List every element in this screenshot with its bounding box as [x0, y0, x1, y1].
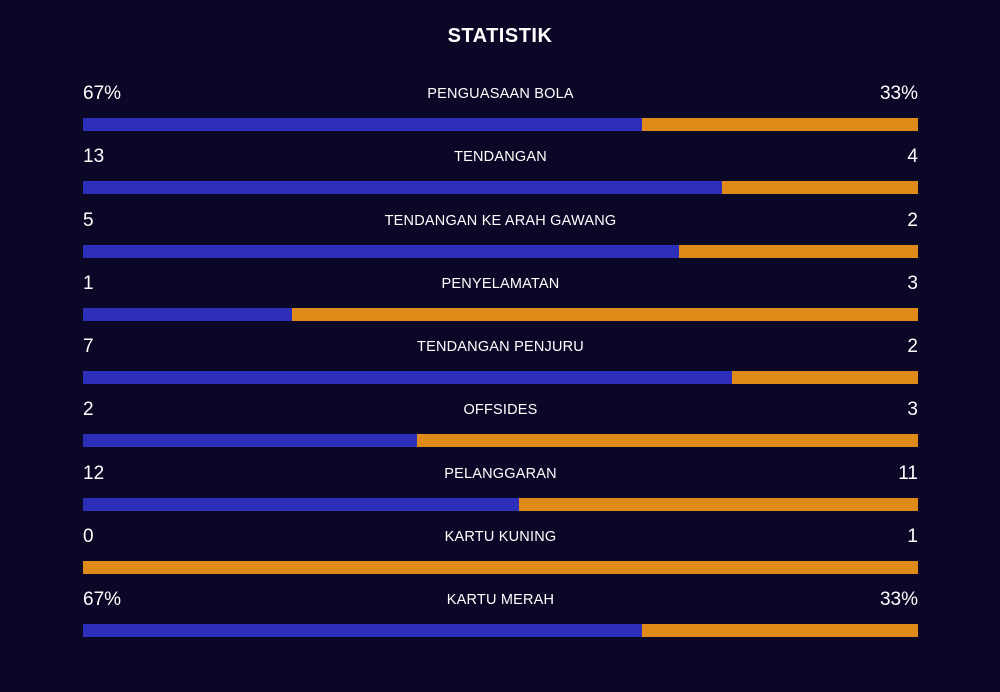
- stat-label: PELANGGARAN: [444, 465, 557, 482]
- stat-header: 1 PENYELAMATAN 3: [83, 270, 918, 298]
- away-bar-segment: [518, 497, 918, 511]
- away-value: 4: [907, 146, 918, 168]
- home-value: 13: [83, 146, 105, 168]
- away-bar-segment: [642, 118, 918, 131]
- home-value: 67%: [83, 83, 122, 104]
- away-value: 2: [907, 336, 918, 358]
- away-value: 3: [907, 399, 918, 421]
- home-value: 67%: [83, 589, 122, 611]
- home-bar-segment: [83, 624, 643, 638]
- away-value: 33%: [879, 83, 918, 104]
- stat-header: 67% PENGUASAAN BOLA 33%: [83, 80, 918, 108]
- home-value: 12: [83, 462, 105, 484]
- home-value: 2: [83, 399, 94, 421]
- away-bar-segment: [732, 371, 918, 385]
- home-value: 0: [83, 526, 94, 548]
- home-bar-segment: [83, 371, 733, 385]
- away-bar-segment: [291, 307, 918, 321]
- comparison-bar: [83, 181, 918, 195]
- stat-label: TENDANGAN KE ARAH GAWANG: [384, 212, 617, 229]
- stat-row-ball-possession: 67% PENGUASAAN BOLA 33%: [83, 80, 918, 143]
- stat-header: 7 TENDANGAN PENJURU 2: [83, 333, 918, 361]
- comparison-bar: [83, 118, 918, 131]
- home-bar-segment: [83, 118, 643, 131]
- stat-header: 67% KARTU MERAH 33%: [83, 586, 918, 614]
- away-bar-segment: [417, 434, 918, 448]
- stat-row-corners: 7 TENDANGAN PENJURU 2: [83, 333, 918, 396]
- home-value: 5: [83, 209, 94, 231]
- stat-label: KARTU MERAH: [446, 592, 555, 609]
- stat-label: KARTU KUNING: [444, 529, 557, 546]
- away-bar-segment: [721, 181, 918, 195]
- comparison-bar: [83, 307, 918, 321]
- stat-label: TENDANGAN PENJURU: [417, 339, 584, 356]
- comparison-bar: [83, 371, 918, 385]
- away-bar-segment: [83, 561, 918, 575]
- away-value: 1: [907, 526, 918, 548]
- stat-label: TENDANGAN: [454, 149, 547, 166]
- stat-header: 5 TENDANGAN KE ARAH GAWANG 2: [83, 207, 918, 235]
- home-bar-segment: [83, 181, 722, 195]
- home-bar-segment: [83, 497, 519, 511]
- comparison-bar: [83, 434, 918, 448]
- stat-header: 13 TENDANGAN 4: [83, 143, 918, 171]
- home-bar-segment: [83, 307, 292, 321]
- away-value: 2: [907, 209, 918, 231]
- stat-row-saves: 1 PENYELAMATAN 3: [83, 270, 918, 333]
- away-bar-segment: [679, 244, 918, 258]
- home-bar-segment: [83, 434, 417, 448]
- comparison-bar: [83, 624, 918, 638]
- stat-header: 0 KARTU KUNING 1: [83, 523, 918, 551]
- page-title: STATISTIK: [447, 25, 553, 47]
- home-value: 1: [83, 272, 94, 294]
- comparison-bar: [83, 497, 918, 511]
- home-value: 7: [83, 336, 94, 358]
- away-value: 11: [898, 462, 918, 484]
- stat-row-offsides: 2 OFFSIDES 3: [83, 396, 918, 459]
- comparison-bar: [83, 244, 918, 258]
- stat-label: OFFSIDES: [463, 402, 538, 419]
- stat-row-fouls: 12 PELANGGARAN 11: [83, 460, 918, 523]
- stat-header: 2 OFFSIDES 3: [83, 396, 918, 424]
- home-bar-segment: [83, 244, 680, 258]
- away-bar-segment: [642, 624, 918, 638]
- away-value: 33%: [879, 589, 918, 611]
- away-value: 3: [907, 272, 918, 294]
- stat-row-shots-on-target: 5 TENDANGAN KE ARAH GAWANG 2: [83, 207, 918, 270]
- comparison-bar: [83, 561, 918, 575]
- stat-label: PENYELAMATAN: [441, 275, 560, 292]
- stat-row-red-cards: 67% KARTU MERAH 33%: [83, 586, 918, 649]
- stat-header: 12 PELANGGARAN 11: [83, 460, 918, 488]
- stat-row-yellow-cards: 0 KARTU KUNING 1: [83, 523, 918, 586]
- stat-label: PENGUASAAN BOLA: [427, 86, 574, 102]
- stat-row-shots: 13 TENDANGAN 4: [83, 143, 918, 206]
- stats-list: 67% PENGUASAAN BOLA 33% 13 TENDANGAN 4 5…: [83, 80, 918, 650]
